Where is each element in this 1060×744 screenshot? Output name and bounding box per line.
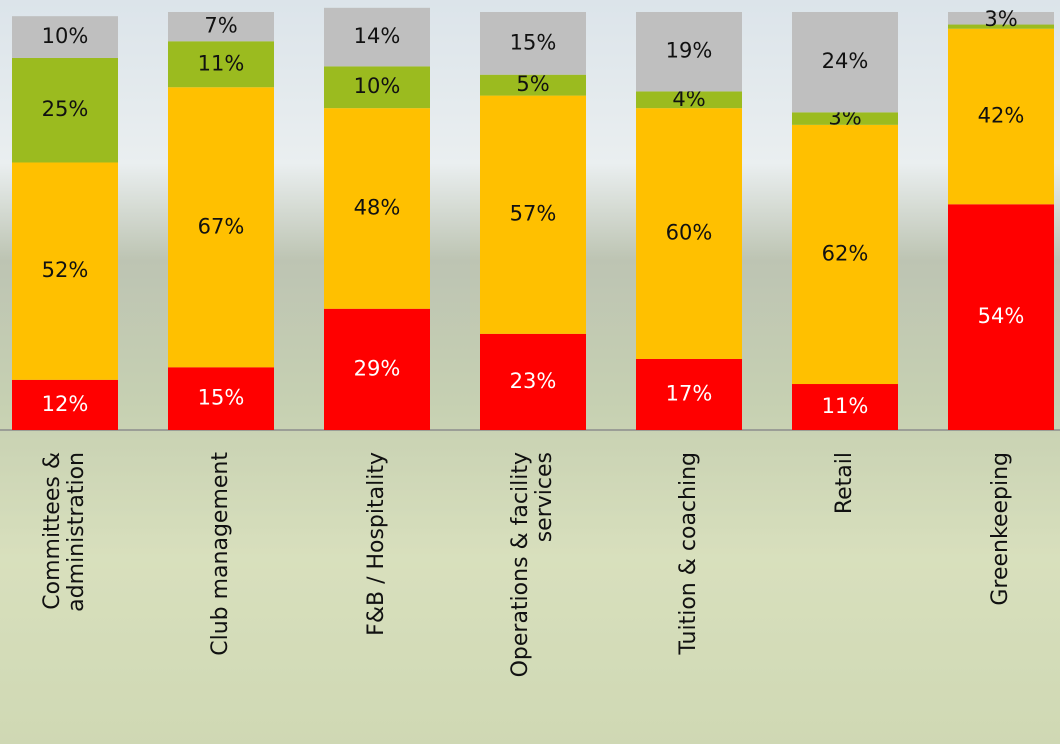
bar-segment <box>636 108 742 359</box>
bar-segment <box>12 57 118 163</box>
data-label: 23% <box>510 369 557 393</box>
bar-segment <box>12 162 118 380</box>
bar-segment <box>480 333 586 430</box>
x-tick-label: Operations & facilityservices <box>508 452 557 677</box>
x-tick-label: Retail <box>832 452 857 514</box>
bar-segment <box>636 358 742 430</box>
bar-segment <box>324 66 430 109</box>
bar-segment <box>948 28 1054 205</box>
x-tick-label: F&B / Hospitality <box>364 452 389 636</box>
bar-segment <box>12 379 118 430</box>
data-label: 57% <box>510 202 557 226</box>
data-label: 24% <box>822 49 869 73</box>
data-label: 60% <box>666 221 713 245</box>
bar-segment <box>480 74 586 96</box>
x-tick-label-line: Operations & facility <box>508 452 533 677</box>
data-label: 29% <box>354 356 401 380</box>
data-label: 17% <box>666 381 713 405</box>
data-label: 62% <box>822 241 869 265</box>
x-tick-label-line: Committees & <box>40 452 65 610</box>
bar-segment <box>792 112 898 125</box>
x-tick-label: Committees &administration <box>40 452 89 612</box>
x-tick-label-line: administration <box>64 452 89 612</box>
data-label: 10% <box>354 74 401 98</box>
bar-segment <box>636 12 742 92</box>
bar-segment <box>948 204 1054 430</box>
x-tick-label: Greenkeeping <box>988 452 1013 606</box>
data-label: 11% <box>198 51 245 75</box>
bar-segment <box>480 95 586 334</box>
data-label: 14% <box>354 24 401 48</box>
bar-segment <box>168 367 274 430</box>
data-label: 12% <box>42 392 89 416</box>
data-label: 7% <box>204 14 237 38</box>
bar-segment <box>792 384 898 430</box>
x-tick-label: Tuition & coaching <box>676 452 701 656</box>
data-label: 52% <box>42 258 89 282</box>
data-label: 15% <box>510 30 557 54</box>
data-label: 5% <box>516 72 549 96</box>
data-label: 11% <box>822 394 869 418</box>
x-tick-label: Club management <box>208 452 233 656</box>
data-label: 3% <box>984 7 1017 31</box>
bar-segment <box>12 16 118 58</box>
bar-segment <box>324 308 430 430</box>
data-label: 15% <box>198 386 245 410</box>
data-label: 67% <box>198 214 245 238</box>
bar-segment <box>792 12 898 113</box>
bar-segment <box>948 24 1054 29</box>
bar-segment <box>168 41 274 88</box>
data-label: 10% <box>42 24 89 48</box>
x-tick-label-line: services <box>532 452 557 542</box>
bar-segment <box>324 7 430 67</box>
bar-segment <box>948 12 1054 25</box>
data-label: 19% <box>666 39 713 63</box>
bar-segment <box>636 91 742 109</box>
data-label: 25% <box>42 97 89 121</box>
data-label: 42% <box>978 104 1025 128</box>
bar-segment <box>480 12 586 75</box>
bar-segment <box>168 87 274 368</box>
bar-segment <box>792 124 898 385</box>
data-label: 48% <box>354 195 401 219</box>
data-label: 54% <box>978 304 1025 328</box>
bar-segment <box>168 12 274 42</box>
bar-segment <box>324 108 430 309</box>
